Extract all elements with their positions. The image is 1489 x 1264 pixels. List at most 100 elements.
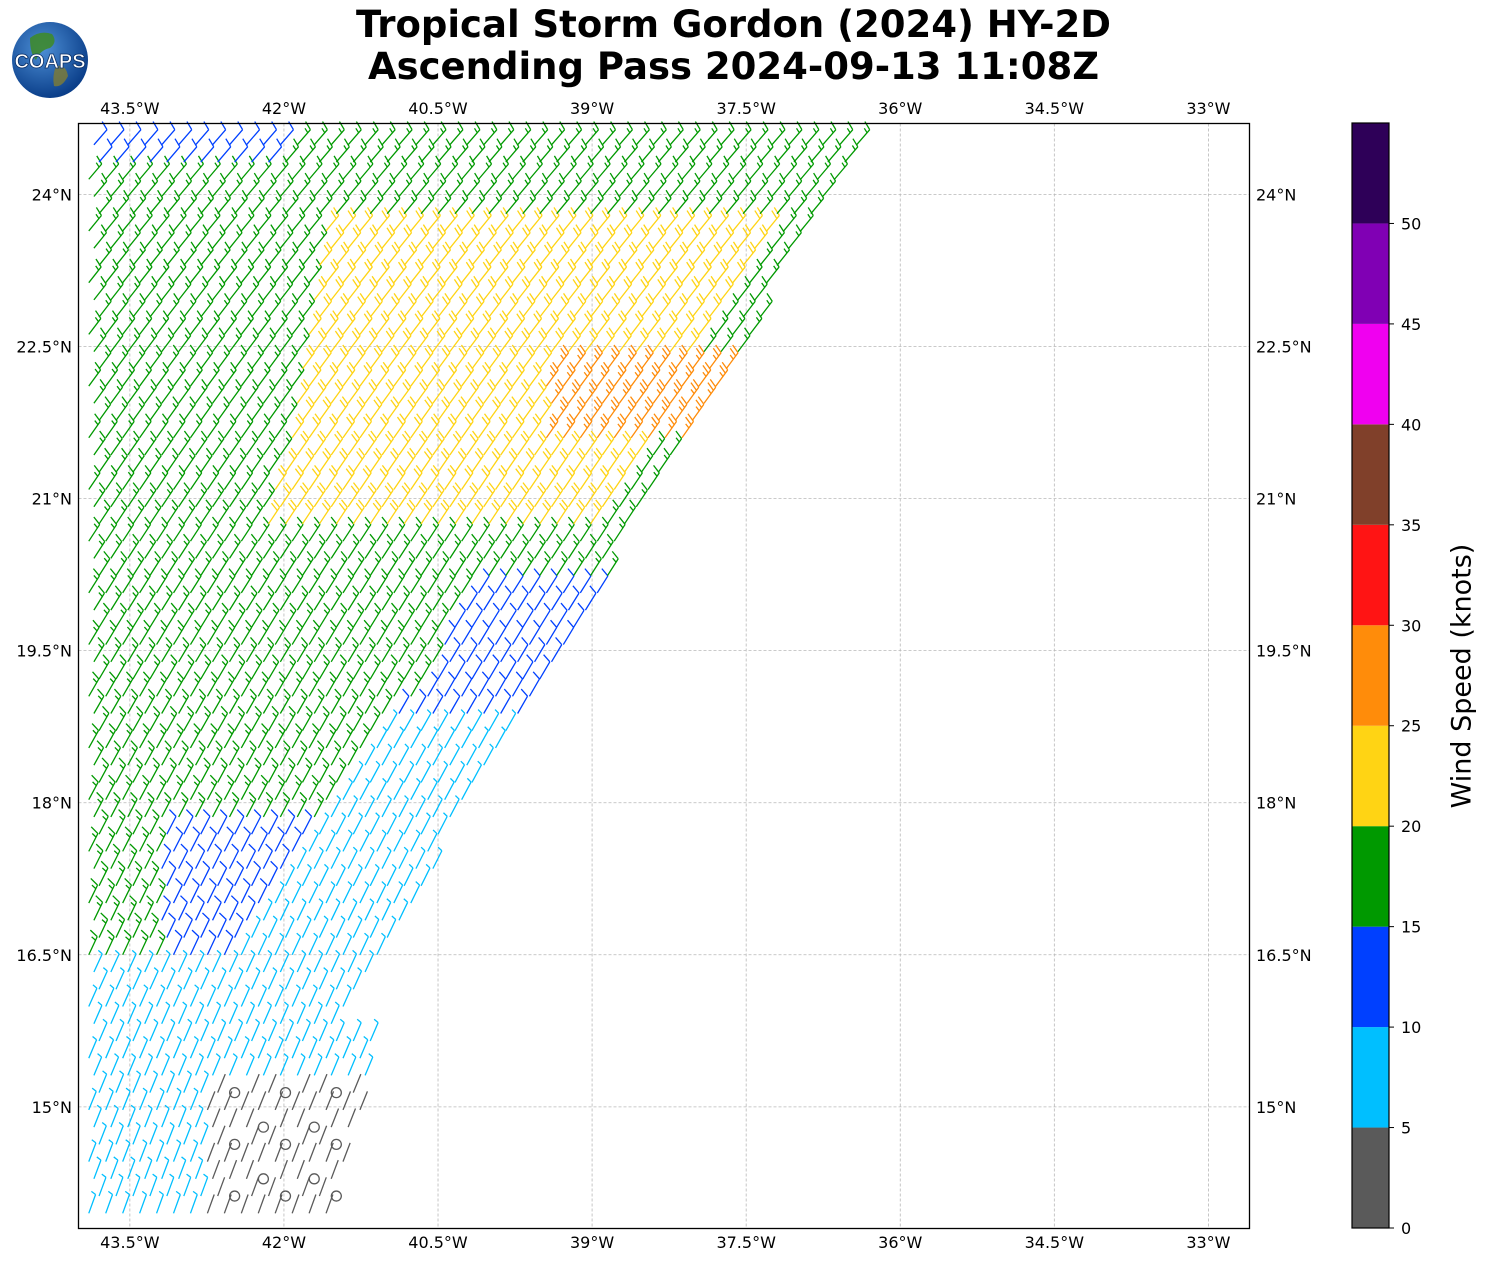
wind-barb [606, 550, 619, 576]
wind-barb [494, 516, 508, 542]
wind-barb [420, 344, 434, 370]
wind-barb [149, 809, 160, 835]
wind-barb [562, 361, 576, 387]
wind-barb [534, 121, 549, 146]
wind-barb [245, 740, 257, 766]
colorbar-segment [1352, 1127, 1389, 1228]
wind-barb [437, 812, 448, 835]
wind-barb [376, 777, 387, 800]
wind-barb [674, 241, 689, 266]
wind-barb [471, 760, 482, 783]
wind-barb [551, 172, 565, 197]
wind-barb [415, 743, 427, 766]
wind-barb [674, 293, 689, 318]
wind-barb [330, 740, 342, 766]
wind-barb [359, 568, 372, 594]
wind-barb [601, 327, 615, 352]
wind-barb [88, 361, 102, 387]
wind-barb [630, 413, 644, 439]
wind-barb [528, 155, 543, 180]
wind-barb [200, 1018, 210, 1042]
wind-barb [161, 1053, 170, 1076]
wind-barb [342, 1035, 352, 1059]
wind-barb [381, 898, 392, 921]
wind-barb [228, 172, 243, 197]
wind-barb [698, 361, 712, 387]
wind-barb [364, 637, 376, 663]
wind-barb [132, 705, 144, 732]
wind-barb [200, 860, 211, 887]
wind-barb [274, 207, 289, 232]
colorbar-tick-label: 0 [1401, 1219, 1411, 1238]
wind-barb [251, 241, 265, 266]
wind-barb [156, 568, 168, 594]
wind-barb [251, 705, 262, 732]
wind-barb [301, 1073, 311, 1093]
wind-barb [161, 791, 172, 818]
wind-barb [105, 413, 118, 439]
wind-barb [115, 757, 127, 783]
wind-barb [88, 671, 100, 697]
wind-barb [195, 688, 207, 714]
wind-barb [410, 881, 421, 904]
wind-barb [195, 1053, 204, 1076]
wind-barb [301, 499, 315, 525]
wind-barb [291, 310, 305, 335]
wind-barb [410, 155, 425, 180]
wind-barb [195, 224, 209, 249]
wind-barb [257, 1194, 266, 1214]
wind-barb [437, 447, 450, 473]
wind-barb [817, 155, 832, 180]
wind-barb [189, 826, 201, 852]
wind-barb [189, 310, 204, 335]
wind-barb [251, 396, 264, 421]
wind-barb [149, 293, 163, 318]
wind-barb [88, 619, 100, 645]
wind-barb [267, 1177, 277, 1197]
wind-barb [386, 812, 397, 835]
wind-barb [500, 688, 512, 714]
colorbar-tick-label: 20 [1401, 817, 1421, 836]
wind-barb [500, 585, 512, 611]
wind-barb [166, 1070, 176, 1093]
wind-barb [139, 413, 152, 439]
wind-barb [110, 637, 122, 663]
wind-barb [686, 172, 701, 197]
wind-barb [432, 795, 443, 818]
wind-barb [284, 705, 296, 732]
wind-barb [478, 361, 491, 387]
wind-barb [267, 915, 278, 938]
wind-barb [234, 447, 247, 473]
wind-barb [364, 379, 378, 404]
wind-barb [517, 224, 531, 249]
wind-barb [500, 430, 513, 456]
wind-barb [483, 172, 498, 197]
wind-barb [664, 207, 679, 232]
wind-barb [318, 812, 330, 835]
wind-barb [115, 1070, 125, 1093]
wind-barb [647, 413, 661, 439]
wind-barb [257, 568, 270, 594]
wind-barb [115, 241, 130, 266]
wind-barb [556, 499, 569, 525]
wind-barb [664, 361, 678, 387]
wind-barb [251, 499, 264, 525]
wind-barb [178, 430, 191, 456]
wind-barb [132, 189, 147, 215]
wind-barb [393, 413, 406, 439]
wind-barb [313, 379, 327, 404]
wind-barb [211, 843, 223, 869]
wind-barb [291, 1142, 300, 1162]
wind-barb [127, 843, 138, 869]
wind-barb [495, 310, 509, 335]
wind-barb [189, 516, 202, 542]
wind-barb [776, 138, 791, 163]
wind-barb [144, 843, 155, 869]
wind-barb [127, 740, 138, 766]
wind-barb [386, 499, 399, 525]
wind-barb [115, 138, 130, 163]
wind-barb [267, 447, 281, 473]
wind-barb [284, 550, 297, 576]
wind-barb [478, 207, 492, 232]
wind-barb [183, 1173, 192, 1197]
